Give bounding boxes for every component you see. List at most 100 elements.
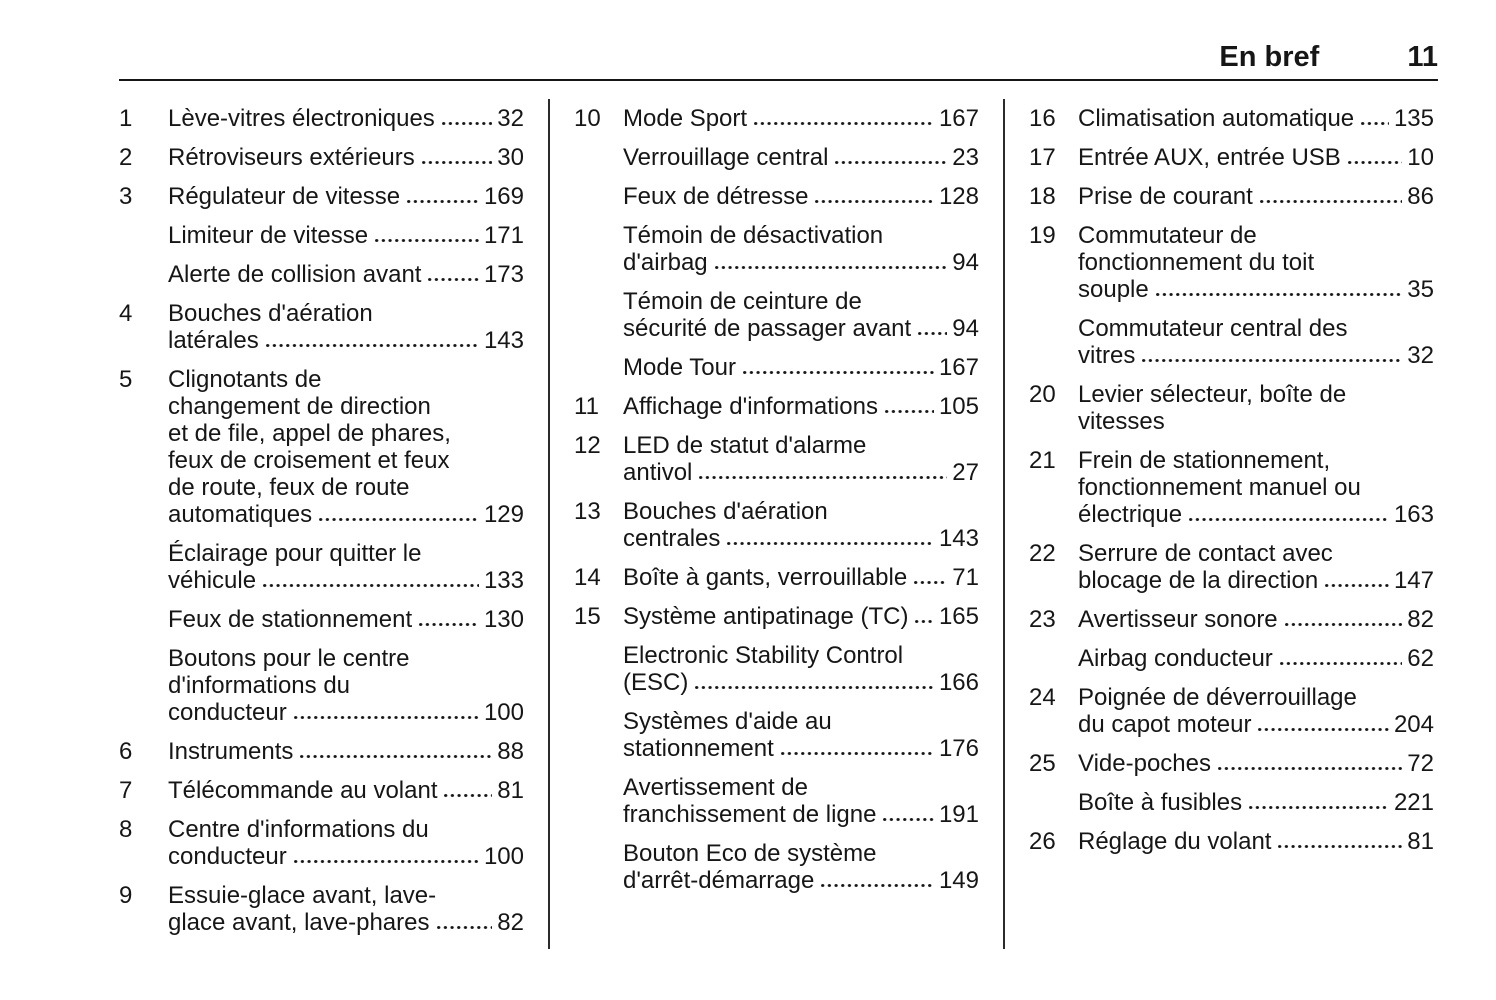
toc-entry-lastline: Airbag conducteur 62: [1078, 645, 1434, 672]
toc-entry-label: Poignée de déverrouillage: [1078, 684, 1357, 711]
dot-leader: [442, 777, 493, 804]
toc-entry-number: 7: [119, 777, 133, 804]
toc-entry-number: [574, 222, 623, 276]
dot-leader: [712, 249, 948, 276]
dot-leader: [1215, 750, 1403, 777]
toc-entry: Mode Tour 167: [574, 354, 979, 381]
toc-entry-label: du capot moteur: [1078, 711, 1252, 738]
page-header: En bref 11: [119, 0, 1438, 81]
toc-entry-number: [1029, 789, 1078, 816]
toc-entry-lastline: latérales 143: [168, 327, 524, 354]
toc-entry: 20 Levier sélecteur, boîte de vitesses: [1029, 381, 1434, 435]
toc-entry-label: Systèmes d'aide au: [623, 708, 832, 735]
toc-entry-lastline: franchissement de ligne 191: [623, 801, 979, 828]
toc-entry-body: Levier sélecteur, boîte de vitesses: [1078, 381, 1434, 435]
toc-entry-body: Entrée AUX, entrée USB 10: [1078, 144, 1434, 171]
toc-entry-lastline: Feux de détresse 128: [623, 183, 979, 210]
toc-entry-label: Mode Tour: [623, 354, 736, 381]
dot-leader: [778, 735, 934, 762]
section-title: En bref: [1219, 41, 1320, 73]
toc-entry-label: Alerte de collision avant: [168, 261, 422, 288]
toc-entry-page: 32: [497, 105, 524, 132]
toc-entry-page: 143: [483, 327, 524, 354]
dot-leader: [1277, 645, 1403, 672]
toc-entry-lastline: souple 35: [1078, 276, 1434, 303]
toc-entry: Verrouillage central 23: [574, 144, 979, 171]
toc-column-1: 1 Lève-vitres électroniques 32 2 Rétroviseur…: [119, 105, 524, 949]
toc-entry-number: [119, 222, 168, 249]
toc-entry-lastline: Télécommande au volant 81: [168, 777, 524, 804]
toc-entry: Systèmes d'aide au stationnement 176: [574, 708, 979, 762]
dot-leader: [426, 261, 479, 288]
dot-leader: [1359, 105, 1389, 132]
toc-entry-lastline: Feux de stationnement 130: [168, 606, 524, 633]
toc-entry: 21 Frein de stationnement, fonctionnement …: [1029, 447, 1434, 528]
toc-entry-label: Système antipatinage (TC): [623, 603, 909, 630]
toc-entry-page: 86: [1407, 183, 1434, 210]
toc-entry-lastline: Entrée AUX, entrée USB 10: [1078, 144, 1434, 171]
toc-entry: 25 Vide-poches 72: [1029, 750, 1434, 777]
toc-entry-label: Lève-vitres électroniques: [168, 105, 435, 132]
toc-entry-number: [574, 774, 623, 828]
toc-entry: 1 Lève-vitres électroniques 32: [119, 105, 524, 132]
toc-entry-label: Bouton Eco de système: [623, 840, 877, 867]
toc-entry: Electronic Stability Control (ESC) 166: [574, 642, 979, 696]
toc-entry-page: 81: [497, 777, 524, 804]
toc-entry: 18 Prise de courant 86: [1029, 183, 1434, 210]
toc-entry-label: Frein de stationnement,: [1078, 447, 1331, 474]
toc-entry-number: [574, 642, 623, 696]
toc-entry-number: [574, 183, 623, 210]
toc-entry-body: Régulateur de vitesse 169: [168, 183, 524, 210]
toc-entry-label: Régulateur de vitesse: [168, 183, 401, 210]
toc-entry-lastline: d'arrêt-démarrage 149: [623, 867, 979, 894]
toc-entry-page: 133: [483, 567, 524, 594]
toc-entry: Feux de détresse 128: [574, 183, 979, 210]
toc-entry-label: d'arrêt-démarrage: [623, 867, 815, 894]
toc-entry-label: fonctionnement manuel ou: [1078, 474, 1361, 501]
toc-entry-page: 27: [952, 459, 979, 486]
toc-entry-lastline: stationnement 176: [623, 735, 979, 762]
toc-entry-number: 8: [119, 816, 133, 843]
toc-entry: 26 Réglage du volant 81: [1029, 828, 1434, 855]
toc-entry-label: Prise de courant: [1078, 183, 1253, 210]
toc-entry-lastline: conducteur 100: [168, 699, 524, 726]
toc-entry-page: 30: [497, 144, 524, 171]
toc-entry-label: vitesses: [1078, 408, 1165, 435]
toc-entry-page: 32: [1407, 342, 1434, 369]
toc-entry-body: Alerte de collision avant 173: [168, 261, 524, 288]
toc-columns: 1 Lève-vitres électroniques 32 2 Rétroviseur…: [119, 99, 1438, 949]
toc-entry-lastline: Instruments 88: [168, 738, 524, 765]
toc-entry-number: 1: [119, 105, 133, 132]
toc-entry-body: Poignée de déverrouillage du capot moteur…: [1078, 684, 1434, 738]
toc-entry-body: Affichage d'informations 105: [623, 393, 979, 420]
dot-leader: [833, 144, 948, 171]
toc-entry-label: Avertisseur sonore: [1078, 606, 1278, 633]
toc-entry-page: 166: [938, 669, 979, 696]
toc-entry-lastline: Affichage d'informations 105: [623, 393, 979, 420]
toc-entry: 10 Mode Sport 167: [574, 105, 979, 132]
toc-entry-page: 72: [1407, 750, 1434, 777]
toc-entry-label: changement de direction: [168, 393, 431, 420]
toc-entry: 6 Instruments 88: [119, 738, 524, 765]
toc-entry-page: 105: [938, 393, 979, 420]
toc-entry-label: blocage de la direction: [1078, 567, 1319, 594]
toc-entry-page: 100: [483, 843, 524, 870]
toc-entry-page: 191: [938, 801, 979, 828]
toc-entry-body: Témoin de désactivation d'airbag 94: [623, 222, 979, 276]
toc-entry-lastline: conducteur 100: [168, 843, 524, 870]
dot-leader: [740, 354, 934, 381]
toc-entry-body: Mode Tour 167: [623, 354, 979, 381]
toc-entry: 19 Commutateur de fonctionnement du toit so…: [1029, 222, 1434, 303]
dot-leader: [1140, 342, 1403, 369]
dot-leader: [1247, 789, 1389, 816]
toc-entry-number: 13: [574, 498, 601, 525]
toc-entry-lastline: véhicule 133: [168, 567, 524, 594]
toc-entry-number: [119, 261, 168, 288]
toc-entry-lastline: glace avant, lave-phares 82: [168, 909, 524, 936]
toc-entry-body: Commutateur de fonctionnement du toit soup…: [1078, 222, 1434, 303]
toc-entry-number: 17: [1029, 144, 1056, 171]
toc-entry-number: 4: [119, 300, 133, 327]
toc-entry-page: 204: [1393, 711, 1434, 738]
toc-entry-page: 167: [938, 354, 979, 381]
toc-entry-label: sécurité de passager avant: [623, 315, 912, 342]
